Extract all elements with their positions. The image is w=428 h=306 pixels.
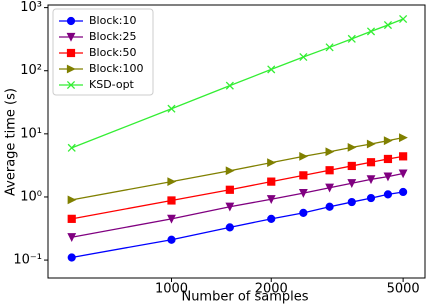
marker bbox=[225, 202, 235, 212]
marker bbox=[347, 161, 356, 171]
plot-frame bbox=[47, 4, 426, 279]
legend-label: Block:50 bbox=[89, 46, 136, 59]
marker bbox=[167, 177, 177, 187]
marker bbox=[366, 193, 376, 203]
y-tick-label: 10⁰ bbox=[20, 189, 42, 204]
y-tick-label: 10² bbox=[20, 63, 42, 78]
marker bbox=[383, 172, 393, 182]
marker bbox=[347, 34, 356, 43]
legend-marker bbox=[66, 80, 76, 90]
marker bbox=[325, 166, 334, 175]
series-line bbox=[71, 172, 404, 238]
x-tick-label: 2000 bbox=[255, 282, 288, 297]
marker bbox=[167, 104, 176, 113]
legend-marker bbox=[66, 32, 76, 42]
legend: Block:10 Block:25 Block:50 Block:100 KSD-opt bbox=[52, 8, 154, 96]
marker bbox=[325, 183, 335, 193]
legend-marker bbox=[66, 64, 76, 74]
marker bbox=[366, 27, 376, 36]
marker bbox=[299, 52, 308, 62]
marker bbox=[366, 158, 376, 167]
legend-label: Block:10 bbox=[89, 14, 136, 27]
series-line bbox=[71, 18, 404, 149]
legend-marker bbox=[66, 48, 76, 58]
x-axis-label: Number of samples bbox=[181, 290, 308, 305]
marker bbox=[399, 14, 408, 24]
marker bbox=[347, 179, 357, 188]
marker bbox=[67, 195, 77, 205]
marker bbox=[67, 143, 76, 152]
marker bbox=[167, 214, 176, 224]
marker bbox=[383, 190, 393, 199]
marker bbox=[225, 185, 234, 194]
legend-label: Block:25 bbox=[89, 30, 136, 43]
marker bbox=[325, 202, 334, 211]
marker bbox=[325, 147, 335, 157]
marker bbox=[399, 133, 408, 143]
marker bbox=[167, 235, 176, 244]
marker bbox=[298, 189, 308, 198]
x-tick-label: 1000 bbox=[155, 282, 188, 297]
series-line bbox=[71, 191, 404, 259]
x-tick-label: 5000 bbox=[387, 282, 420, 297]
marker bbox=[225, 81, 234, 90]
marker bbox=[225, 223, 234, 232]
marker bbox=[299, 151, 309, 161]
y-tick-label: 10¹ bbox=[20, 126, 42, 141]
marker bbox=[299, 171, 308, 180]
legend-marker bbox=[66, 16, 76, 26]
marker bbox=[398, 169, 408, 179]
marker bbox=[366, 139, 376, 149]
marker bbox=[67, 233, 77, 242]
marker bbox=[267, 177, 276, 186]
marker bbox=[383, 136, 393, 146]
marker bbox=[325, 43, 334, 52]
marker bbox=[399, 152, 408, 161]
marker bbox=[167, 196, 176, 205]
y-axis-label: Average time (s) bbox=[4, 88, 19, 196]
marker bbox=[383, 20, 393, 30]
marker bbox=[383, 154, 393, 164]
marker bbox=[347, 197, 356, 207]
marker bbox=[347, 142, 357, 152]
marker bbox=[366, 175, 376, 185]
marker bbox=[67, 253, 76, 262]
marker bbox=[399, 187, 408, 197]
marker bbox=[67, 214, 76, 223]
legend-box bbox=[52, 8, 154, 96]
series-line bbox=[71, 137, 404, 201]
marker bbox=[266, 195, 276, 204]
marker bbox=[267, 158, 276, 168]
legend-label: Block:100 bbox=[89, 62, 143, 75]
y-tick-label: 10³ bbox=[20, 0, 42, 15]
legend-label: KSD-opt bbox=[89, 78, 135, 91]
marker bbox=[267, 214, 276, 223]
marker bbox=[267, 65, 276, 74]
y-tick-label: 10⁻¹ bbox=[13, 253, 42, 268]
marker bbox=[299, 208, 308, 217]
marker bbox=[225, 166, 235, 176]
series-line bbox=[71, 155, 404, 220]
